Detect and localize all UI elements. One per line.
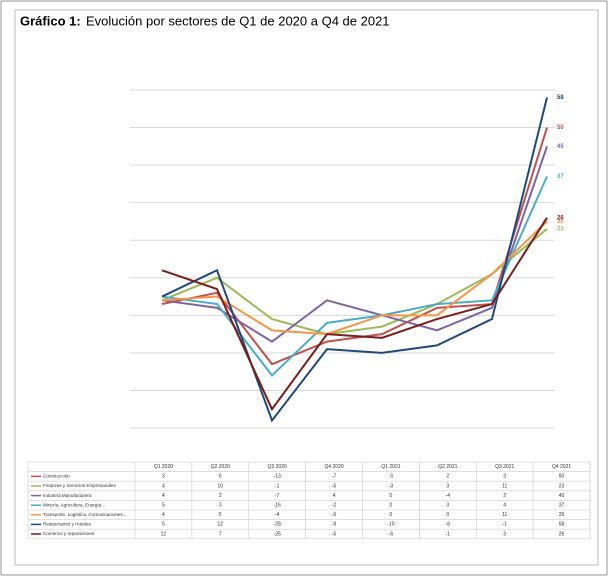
table-cell: -6 bbox=[389, 531, 394, 537]
table-cell: 0 bbox=[390, 503, 393, 509]
legend-label: Transporte, Logística, Comunicaciones... bbox=[43, 512, 126, 517]
table-cell: 4 bbox=[333, 493, 336, 499]
table-cell: 3 bbox=[219, 503, 222, 509]
chart-frame bbox=[14, 9, 599, 566]
table-cell: 5 bbox=[162, 522, 165, 528]
table-header: Q1 2021 bbox=[381, 464, 400, 470]
table-cell: 50 bbox=[559, 474, 565, 480]
table-cell: 3 bbox=[503, 531, 506, 537]
series-line bbox=[161, 175, 548, 377]
chart-title: Evolución por sectores de Q1 de 2020 a Q… bbox=[86, 13, 390, 28]
table-cell: 4 bbox=[503, 503, 506, 509]
table-cell: 11 bbox=[502, 512, 507, 518]
data-label: 25 bbox=[557, 219, 564, 225]
legend-label: Restaurantes y Hoteles bbox=[43, 522, 91, 527]
table-header: Q4 2020 bbox=[324, 464, 343, 470]
table-cell: -2 bbox=[332, 503, 337, 509]
table-cell: 7 bbox=[219, 531, 222, 537]
table-cell: -28 bbox=[274, 522, 281, 528]
series-line bbox=[161, 97, 548, 423]
table-header: Q3 2020 bbox=[268, 464, 287, 470]
data-label: 26 bbox=[557, 215, 564, 221]
table-header: Q2 2021 bbox=[438, 464, 457, 470]
table-cell: -5 bbox=[332, 483, 337, 489]
table-cell: -10 bbox=[387, 522, 394, 528]
table-cell: -9 bbox=[332, 522, 337, 528]
table-cell: 37 bbox=[559, 503, 565, 509]
table-cell: -5 bbox=[389, 474, 394, 480]
series-line bbox=[161, 146, 548, 343]
table-cell: 23 bbox=[559, 483, 565, 489]
table-cell: -1 bbox=[275, 483, 280, 489]
legend-label: Comercio y reparaciones bbox=[43, 531, 95, 536]
series-line bbox=[161, 217, 548, 412]
data-label: 50 bbox=[557, 125, 564, 131]
table-cell: 58 bbox=[559, 522, 565, 528]
table-cell: 4 bbox=[162, 483, 165, 489]
table-cell: 5 bbox=[162, 503, 165, 509]
series-line bbox=[161, 228, 548, 336]
table-cell: -4 bbox=[446, 493, 451, 499]
table-cell: 3 bbox=[446, 503, 449, 509]
series-line bbox=[161, 127, 548, 366]
table-cell: -5 bbox=[332, 531, 337, 537]
table-cell: -1 bbox=[446, 531, 451, 537]
table-header: Q1 2020 bbox=[154, 464, 173, 470]
table-cell: 4 bbox=[162, 493, 165, 499]
table-cell: 6 bbox=[219, 474, 222, 480]
legend-label: Finanzas y Servicios Empresariales bbox=[43, 483, 116, 488]
table-cell: -8 bbox=[446, 522, 451, 528]
data-label: 23 bbox=[557, 227, 564, 233]
legend-label: Minería, Agricultura, Energía... bbox=[43, 502, 105, 507]
figure-label: Gráfico 1: bbox=[20, 13, 81, 28]
table-cell: 4 bbox=[162, 512, 165, 518]
table-cell: -25 bbox=[274, 531, 281, 537]
table-cell: -3 bbox=[389, 483, 394, 489]
table-cell: 2 bbox=[503, 493, 506, 499]
table-cell: -13 bbox=[274, 474, 281, 480]
table-cell: 45 bbox=[559, 493, 565, 499]
table-cell: -7 bbox=[275, 493, 280, 499]
series-line bbox=[161, 220, 548, 336]
table-cell: 2 bbox=[219, 493, 222, 499]
data-label: 58 bbox=[557, 95, 564, 101]
table-cell: 11 bbox=[502, 483, 507, 489]
table-cell: 25 bbox=[559, 512, 565, 518]
table-header: Q4 2021 bbox=[552, 464, 571, 470]
table-header: Q3 2021 bbox=[495, 464, 514, 470]
table-cell: 0 bbox=[446, 512, 449, 518]
table-cell: 0 bbox=[390, 493, 393, 499]
legend-label: Industria Manufacturera bbox=[43, 493, 92, 498]
table-cell: 3 bbox=[446, 483, 449, 489]
table-cell: 12 bbox=[161, 531, 167, 537]
table-cell: 2 bbox=[446, 474, 449, 480]
data-label: 45 bbox=[557, 144, 564, 150]
table-cell: 0 bbox=[390, 512, 393, 518]
table-cell: 12 bbox=[218, 522, 224, 528]
table-cell: -16 bbox=[274, 503, 281, 509]
data-label: 37 bbox=[557, 174, 564, 180]
table-cell: -4 bbox=[275, 512, 280, 518]
table-cell: 26 bbox=[559, 531, 565, 537]
table-cell: -1 bbox=[502, 522, 507, 528]
table-cell: 3 bbox=[503, 474, 506, 480]
table-cell: 10 bbox=[218, 483, 224, 489]
table-cell: -7 bbox=[332, 474, 337, 480]
table-cell: -5 bbox=[332, 512, 337, 518]
legend-label: Construcción bbox=[43, 474, 70, 479]
table-header: Q2 2020 bbox=[211, 464, 230, 470]
table-cell: 5 bbox=[219, 512, 222, 518]
table-cell: 3 bbox=[162, 474, 165, 480]
